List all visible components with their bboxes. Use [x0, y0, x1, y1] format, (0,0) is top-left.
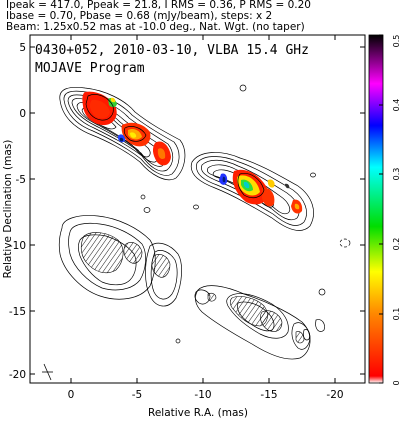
colorbar-tick-label: 0.3: [392, 168, 401, 181]
colorbar-tick-label: 0.1: [392, 308, 401, 321]
colorbar: 0 0.1 0.2 0.3 0.4 0.5: [368, 34, 401, 386]
y-tick-label: -15: [9, 306, 26, 318]
header-ipeak-line: Ipeak = 417.0, Ppeak = 21.8, I RMS = 0.3…: [6, 0, 311, 11]
x-tick-label: -5: [132, 389, 142, 401]
y-tick-label: -10: [9, 240, 26, 252]
plot-frame: [29, 34, 366, 384]
y-tick-label: -20: [9, 369, 26, 381]
beam-marker: [42, 363, 53, 381]
y-tick-label: -5: [16, 174, 26, 186]
header-ibase-line: Ibase = 0.70, Pbase = 0.68 (mJy/beam), s…: [6, 10, 273, 22]
polarization-contours: [85, 94, 265, 199]
x-tick-label: 0: [68, 389, 75, 401]
y-axis-ticks: 5 0 -5 -10 -15 -20: [9, 42, 365, 381]
y-tick-label: 0: [19, 108, 26, 120]
map-contents: [42, 84, 351, 381]
y-axis-label: Relative Declination (mas): [2, 140, 14, 279]
colorbar-tick-label: 0.2: [392, 238, 401, 251]
x-tick-label: -20: [326, 389, 343, 401]
plot-title: 0430+052, 2010-03-10, VLBA 15.4 GHz: [35, 43, 309, 58]
header-beam-line: Beam: 1.25x0.52 mas at -10.0 deg., Nat. …: [6, 21, 305, 33]
colorbar-tick-label: 0.5: [392, 35, 401, 48]
plot-subtitle: MOJAVE Program: [35, 61, 145, 76]
x-axis-label: Relative R.A. (mas): [148, 407, 248, 419]
lower-polarization-contours: [58, 215, 325, 360]
colorbar-tick-label: 0: [392, 380, 401, 385]
colorbar-gradient: [368, 34, 384, 384]
x-tick-label: -15: [260, 389, 277, 401]
polarization-colour-map: [82, 91, 303, 214]
x-axis-ticks: 0 -5 -10 -15 -20: [68, 35, 344, 401]
y-tick-label: 5: [19, 42, 26, 54]
colorbar-tick-label: 0.4: [392, 99, 401, 112]
x-tick-label: -10: [194, 389, 211, 401]
